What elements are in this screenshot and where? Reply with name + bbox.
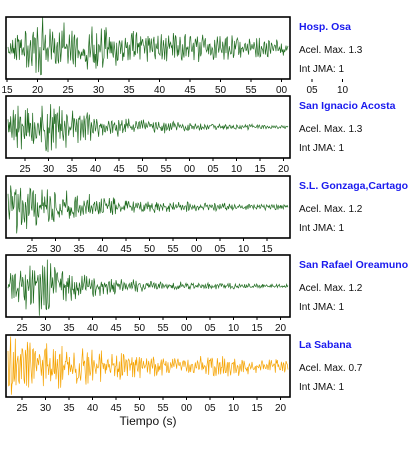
- x-tick-label: 35: [73, 244, 85, 255]
- max-acceleration: Acel. Max. 1.2: [299, 283, 363, 294]
- x-tick-label: 40: [87, 323, 99, 334]
- x-tick-label: 05: [306, 85, 318, 96]
- x-tick-label: 10: [238, 244, 250, 255]
- x-tick-label: 55: [157, 323, 169, 334]
- x-tick-label: 50: [137, 164, 149, 175]
- x-tick-label: 25: [26, 244, 38, 255]
- x-tick-label: 25: [19, 164, 31, 175]
- waveform-trace: [7, 336, 289, 395]
- waveform-trace: [7, 17, 289, 76]
- max-acceleration: Acel. Max. 0.7: [299, 363, 363, 374]
- x-tick-label: 10: [228, 403, 240, 414]
- x-tick-label: 15: [261, 244, 273, 255]
- waveform-trace: [7, 104, 289, 153]
- x-tick-label: 10: [337, 85, 349, 96]
- x-tick-label: 20: [278, 164, 290, 175]
- jma-intensity: Int JMA: 1: [299, 143, 345, 154]
- max-acceleration: Acel. Max. 1.3: [299, 45, 363, 56]
- x-tick-label: 35: [123, 85, 135, 96]
- x-tick-label: 50: [134, 403, 146, 414]
- x-tick-label: 05: [204, 323, 216, 334]
- x-tick-label: 00: [191, 244, 203, 255]
- x-tick-label: 30: [43, 164, 55, 175]
- x-tick-label: 55: [167, 244, 179, 255]
- x-tick-label: 45: [113, 164, 125, 175]
- x-tick-label: 35: [63, 403, 75, 414]
- x-tick-label: 00: [181, 323, 193, 334]
- seismogram-plot: 25 30 35 40 45 50 55 00 05 10 15: [5, 175, 291, 255]
- jma-intensity: Int JMA: 1: [299, 302, 345, 313]
- x-tick-label: 20: [32, 85, 44, 96]
- x-tick-label: 20: [275, 323, 287, 334]
- x-tick-label: 25: [62, 85, 74, 96]
- x-tick-label: 15: [251, 403, 263, 414]
- plot-frame: [5, 175, 291, 239]
- x-tick-label: 55: [157, 403, 169, 414]
- x-tick-label: 30: [50, 244, 62, 255]
- x-tick-label: 45: [110, 323, 122, 334]
- waveform-trace: [7, 259, 289, 316]
- seismogram-panel: 25 30 35 40 45 50 55 00 05 10 15 20 San Ignacio Acos…: [0, 95, 410, 175]
- seismogram-panel: 25 30 35 40 45 50 55 00 05 10 15 20 La Sabana Acel. M…: [0, 334, 410, 414]
- seismogram-plot: 15 20 25 30 35 40 45 50 55 00 05 10: [1, 16, 348, 96]
- plot-frame: [5, 334, 291, 398]
- x-tick-label: 05: [214, 244, 226, 255]
- x-tick-label: 25: [16, 323, 28, 334]
- station-name: Hosp. Osa: [299, 21, 351, 33]
- x-tick-label: 00: [184, 164, 196, 175]
- jma-intensity: Int JMA: 1: [299, 223, 345, 234]
- jma-intensity: Int JMA: 1: [299, 382, 345, 393]
- plot-frame: [5, 16, 291, 80]
- x-tick-label: 10: [231, 164, 243, 175]
- x-tick-label: 30: [93, 85, 105, 96]
- plot-frame: [5, 95, 291, 159]
- station-name: San Ignacio Acosta: [299, 100, 396, 112]
- station-name: San Rafael Oreamuno: [299, 259, 409, 271]
- x-tick-label: 10: [228, 323, 240, 334]
- seismogram-plot: 25 30 35 40 45 50 55 00 05 10 15 20: [5, 254, 291, 334]
- x-tick-label: 50: [144, 244, 156, 255]
- x-tick-label: 40: [154, 85, 166, 96]
- seismogram-plot: 25 30 35 40 45 50 55 00 05 10 15 20: [5, 95, 291, 175]
- x-tick-label: 30: [40, 403, 52, 414]
- waveform-trace: [7, 185, 289, 234]
- station-name: S.L. Gonzaga,Cartago: [299, 180, 409, 192]
- x-tick-label: 55: [160, 164, 172, 175]
- seismogram-panel: 25 30 35 40 45 50 55 00 05 10 15 S.L. Gonzaga,Carta…: [0, 175, 410, 255]
- x-tick-label: 50: [134, 323, 146, 334]
- seismogram-panel: 15 20 25 30 35 40 45 50 55 00 05 10 Hosp. Osa Acel. M…: [0, 16, 410, 96]
- jma-intensity: Int JMA: 1: [299, 64, 345, 75]
- x-tick-label: 30: [40, 323, 52, 334]
- x-tick-label: 15: [254, 164, 266, 175]
- x-tick-label: 45: [184, 85, 196, 96]
- x-tick-label: 25: [16, 403, 28, 414]
- x-tick-label: 00: [181, 403, 193, 414]
- x-tick-label: 40: [87, 403, 99, 414]
- x-tick-label: 05: [204, 403, 216, 414]
- x-tick-label: 15: [1, 85, 13, 96]
- x-tick-label: 20: [275, 403, 287, 414]
- x-axis-label: Tiempo (s): [119, 414, 177, 428]
- x-tick-label: 35: [63, 323, 75, 334]
- x-tick-label: 05: [207, 164, 219, 175]
- x-tick-label: 40: [97, 244, 109, 255]
- x-tick-label: 45: [110, 403, 122, 414]
- plot-frame: [5, 254, 291, 318]
- station-name: La Sabana: [299, 339, 352, 351]
- max-acceleration: Acel. Max. 1.2: [299, 204, 363, 215]
- max-acceleration: Acel. Max. 1.3: [299, 124, 363, 135]
- seismogram-panel: 25 30 35 40 45 50 55 00 05 10 15 20 San Rafael Oream…: [0, 254, 410, 334]
- x-tick-label: 00: [276, 85, 288, 96]
- x-tick-label: 50: [215, 85, 227, 96]
- x-tick-label: 40: [90, 164, 102, 175]
- x-tick-label: 15: [251, 323, 263, 334]
- x-tick-label: 55: [245, 85, 257, 96]
- x-tick-label: 35: [66, 164, 78, 175]
- seismogram-plot: 25 30 35 40 45 50 55 00 05 10 15 20: [5, 334, 291, 414]
- x-tick-label: 45: [120, 244, 132, 255]
